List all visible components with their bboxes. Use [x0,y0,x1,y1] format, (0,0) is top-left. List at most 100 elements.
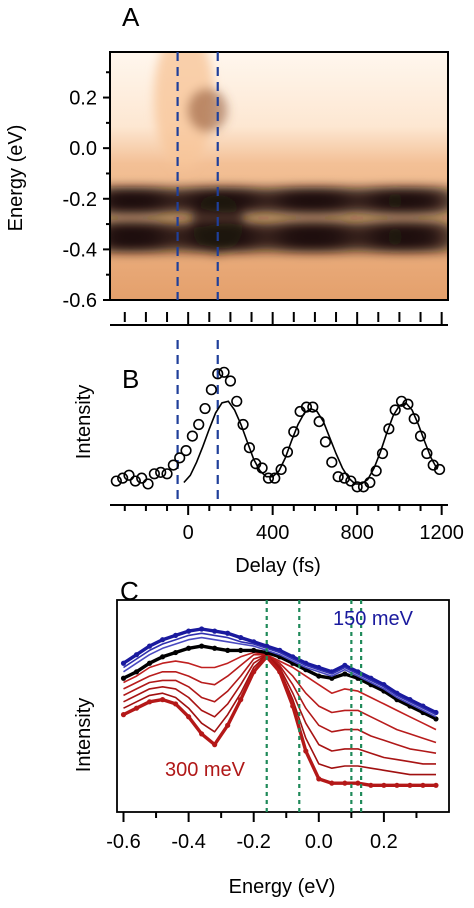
panel-c-point-red [199,731,205,737]
panel-b-marker [395,395,408,407]
panel-c-plot: -0.6 -0.4 -0.2 0.0 0.2 [106,599,450,853]
annotation-300mev: 300 meV [165,759,246,781]
panel-b-marker [307,401,319,413]
heatmap-band-0 [421,186,448,215]
panel-c-point-blue [199,626,205,632]
panel-b-marker [231,395,243,407]
panel-b-marker [262,472,275,484]
panel-c-point-red [407,782,413,788]
panel-b-marker [269,472,281,484]
panel-b-marker [319,436,332,448]
panel-c-point-red [212,742,218,748]
panel-c-point-red [159,697,166,703]
panel-c-point-red [133,705,140,711]
panel-a-ytick-label: 0.2 [69,88,97,110]
panel-b-marker [326,456,338,468]
panel-c-point-red [277,669,283,675]
panel-c-label: C [120,576,139,606]
panel-c-xtick-label: -0.4 [171,831,205,853]
panel-b-fit-line [183,400,439,485]
heatmap-excitation [153,52,214,168]
panel-c-point-black [199,643,205,649]
panel-c-point-red [342,780,348,786]
panel-b-marker [376,447,389,460]
panel-a-ytick-label: -0.2 [63,189,97,211]
panel-c-point-red [420,782,426,788]
panel-b-marker [110,475,122,487]
panel-b-marker [174,452,186,464]
panel-a-heatmap: 0.2 0.0 -0.2 -0.4 -0.6 [63,51,449,312]
panel-b-marker [332,471,344,483]
panel-c-point-red [355,780,361,786]
panel-c-series-red [123,653,436,765]
panel-c-point-blue [225,630,231,636]
panel-c-point-black [146,660,153,666]
panel-c-point-red [303,748,309,754]
panel-c-point-red [186,714,192,720]
panel-b-marker [136,472,148,484]
panel-b-marker [148,468,160,480]
panel-c-point-blue [133,652,140,658]
panel-c-point-black [159,654,166,660]
panel-c-point-red [433,782,439,788]
panel-c-point-red [238,697,244,703]
panel-a-ytick-label: -0.4 [63,239,97,261]
panel-b-marker [205,384,217,396]
panel-b-marker [281,446,294,458]
panel-c-point-black [172,649,179,656]
panel-c-point-black [316,673,322,679]
panel-c-series-red [123,651,437,731]
panel-b-marker [117,472,129,484]
panel-b-ylabel: Intensity [73,385,95,459]
panel-c-xtick-label: -0.6 [106,831,140,853]
panel-c-point-black [238,647,244,654]
panel-b-marker [243,442,256,454]
panel-b-marker [275,463,287,476]
panel-c-point-red [381,782,387,788]
panel-c-series-blue [123,636,437,718]
panel-b-xtick-label: 1200 [419,522,464,544]
panel-b-marker [364,476,376,489]
panel-c-point-black [251,647,257,654]
heatmap-band-1 [421,220,448,253]
panel-a-label: A [122,2,140,32]
panel-b-marker [129,475,141,487]
panel-c-point-blue [146,643,153,649]
panel-b-marker [199,402,211,415]
panel-b-marker [161,468,173,480]
panel-b-xtick-label: 400 [256,522,289,544]
panel-b-marker [218,366,230,378]
panel-c-point-red [290,703,296,709]
panel-c-xtick-label: 0.0 [305,831,333,853]
panel-c-xtick-label: 0.2 [370,831,398,853]
panel-c-ylabel: Intensity [73,698,95,772]
panel-c-point-black [225,647,231,654]
panel-b-plot: 0 400 800 1200 [110,312,464,544]
panel-b-marker [351,481,363,493]
panel-c-point-black [133,669,140,675]
panel-c-series-red [123,653,437,744]
panel-b-marker [167,459,179,471]
panel-b-marker [180,445,192,457]
panel-b-marker [186,430,198,442]
panel-c-point-red [225,722,231,728]
panel-c-frame [116,599,450,813]
panel-b-marker [389,404,401,416]
panel-c-point-red [316,776,322,782]
heatmap-excitation-core [187,88,228,133]
panel-c-point-red [329,780,335,786]
panel-a-ytick-label: -0.6 [63,290,97,312]
panel-c-series-blue [123,632,437,716]
panel-a-ytick-label: 0.0 [69,138,97,160]
panel-c-point-blue [186,628,192,634]
panel-c-point-black [329,675,335,681]
panel-b-marker [123,469,135,481]
panel-b-xlabel: Delay (fs) [235,555,321,577]
panel-b-marker [224,375,237,387]
panel-a-ylabel: Energy (eV) [5,125,27,232]
panel-c-xtick-label: -0.2 [236,831,270,853]
panel-c-point-red [172,701,179,707]
panel-c-point-red [394,782,400,788]
panel-b-label: B [122,364,139,394]
